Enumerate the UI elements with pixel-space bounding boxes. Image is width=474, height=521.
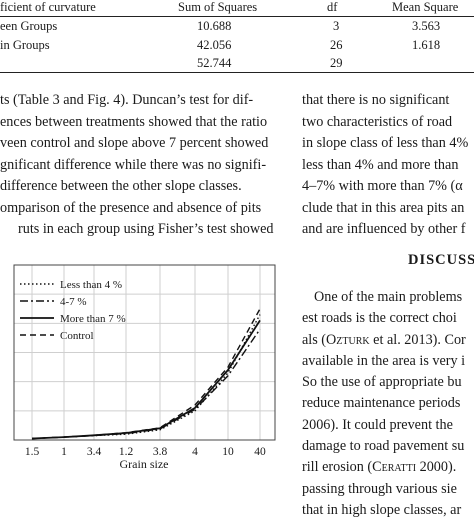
table-cell: 10.688 — [197, 19, 232, 33]
chart-grid — [14, 265, 275, 440]
text-line: ts (Table 3 and Fig. 4). Duncan’s test f… — [0, 92, 254, 108]
x-tick-labels: 1.5 1 3.4 1.2 3.8 4 10 40 — [25, 446, 266, 458]
section-heading: DISCUSS — [408, 252, 474, 268]
text-line: rill erosion (Ceratti 2000). — [302, 457, 474, 478]
text-line: omparison of the presence and absence of… — [0, 199, 262, 216]
table-cell: 26 — [330, 38, 343, 52]
table-cell: in Groups — [0, 38, 50, 52]
right-paragraph-bottom: One of the main problems est roads is th… — [302, 287, 474, 521]
x-tick-label: 40 — [254, 446, 266, 458]
text-line: in slope class of less than 4% — [302, 135, 469, 151]
table-cell: een Groups — [0, 19, 58, 33]
text-line: So the use of appropriate bu — [302, 374, 462, 391]
table-header-col1: ficient of curvature — [0, 0, 96, 14]
table-cell: 42.056 — [197, 38, 232, 52]
text-line: damage to road pavement su — [302, 438, 465, 455]
text-line: clude that in this area pits an — [302, 199, 465, 216]
author-name: Ceratti — [372, 459, 417, 476]
text-line: als (Ozturk et al. 2013). Cor — [302, 330, 474, 351]
text-line: and are influenced by other f — [302, 221, 466, 237]
text-line: available in the area is very i — [302, 352, 466, 369]
text-line: veen control and slope above 7 percent s… — [0, 135, 269, 151]
x-tick-label: 1.2 — [119, 446, 134, 458]
table-cell: 29 — [330, 56, 343, 70]
chart-legend: Less than 4 % 4-7 % More than 7 % Control — [20, 279, 126, 342]
text-line: 4–7% with more than 7% (α — [302, 178, 463, 194]
series-line-4 — [31, 308, 261, 440]
table-cell: 3 — [333, 19, 340, 33]
x-tick-label: 1.5 — [25, 446, 40, 458]
table-header-col4: Mean Square — [392, 0, 459, 14]
left-paragraph: ts (Table 3 and Fig. 4). Duncan’s test f… — [0, 90, 290, 241]
text-line: difference between the other slope class… — [0, 178, 242, 194]
table-header-rule — [0, 16, 474, 17]
text-line: gnificant difference while there was no … — [0, 156, 267, 173]
text-line: two characteristics of road — [302, 113, 453, 130]
text-fragment: 2000). — [416, 459, 457, 476]
right-paragraph-top: that there is no significant two charact… — [302, 90, 474, 241]
grain-size-chart: 1.5 1 3.4 1.2 3.8 4 10 40 Grain size Less than … — [13, 264, 276, 471]
text-line: ences between treatments showed that the… — [0, 113, 268, 130]
author-name: Ozturk — [326, 331, 370, 348]
x-tick-label: 4 — [192, 446, 198, 458]
text-line: less than 4% and more than — [302, 156, 459, 173]
text-fragment: et al. 2013). Cor — [369, 331, 466, 348]
text-line: One of the main problems — [314, 289, 463, 305]
legend-label: Less than 4 % — [60, 279, 122, 291]
text-line: that there is no significant — [302, 92, 450, 108]
table-header-col3: df — [327, 0, 338, 14]
text-fragment: als ( — [302, 331, 327, 348]
legend-label: More than 7 % — [60, 313, 126, 325]
text-line: est roads is the correct choi — [302, 310, 457, 327]
table-bottom-rule — [0, 72, 474, 73]
chart-series — [31, 308, 261, 440]
legend-label: Control — [60, 330, 94, 342]
x-tick-label: 3.4 — [87, 446, 102, 458]
table-cell: 3.563 — [412, 19, 441, 33]
text-line: ruts in each group using Fisher’s test s… — [18, 221, 274, 237]
plot-area-frame — [13, 264, 276, 441]
x-tick-label: 1 — [61, 446, 67, 458]
table-cell: 1.618 — [412, 38, 441, 52]
text-line: 2006). It could prevent the — [302, 416, 453, 433]
text-line: passing through various sie — [302, 480, 457, 497]
x-axis-label: Grain size — [120, 457, 169, 471]
text-fragment: rill erosion ( — [302, 459, 373, 476]
series-line-2 — [31, 328, 261, 440]
table-header-col2: Sum of Squares — [178, 0, 258, 14]
text-line: reduce maintenance periods — [302, 395, 461, 412]
text-line: that in high slope classes, ar — [302, 501, 462, 518]
legend-label: 4-7 % — [60, 296, 87, 308]
x-tick-label: 10 — [222, 446, 234, 458]
x-tick-label: 3.8 — [153, 446, 168, 458]
table-cell: 52.744 — [197, 56, 232, 70]
